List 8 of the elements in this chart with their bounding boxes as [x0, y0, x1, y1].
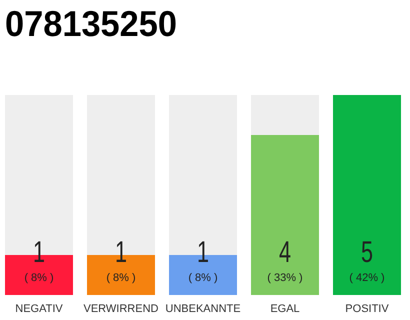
x-tick-label: VERWIRREND — [84, 303, 159, 315]
x-tick-label: EGAL — [270, 303, 300, 315]
data-label: 4 ( 33% ) — [267, 234, 303, 284]
x-tick-label: POSITIV — [345, 303, 390, 315]
chart-title: 078135250 — [5, 3, 186, 44]
data-label: 5 ( 42% ) — [349, 234, 385, 284]
x-tick-label: NEGATIV — [15, 303, 64, 315]
x-tick-label: UNBEKANNTE — [165, 303, 241, 315]
